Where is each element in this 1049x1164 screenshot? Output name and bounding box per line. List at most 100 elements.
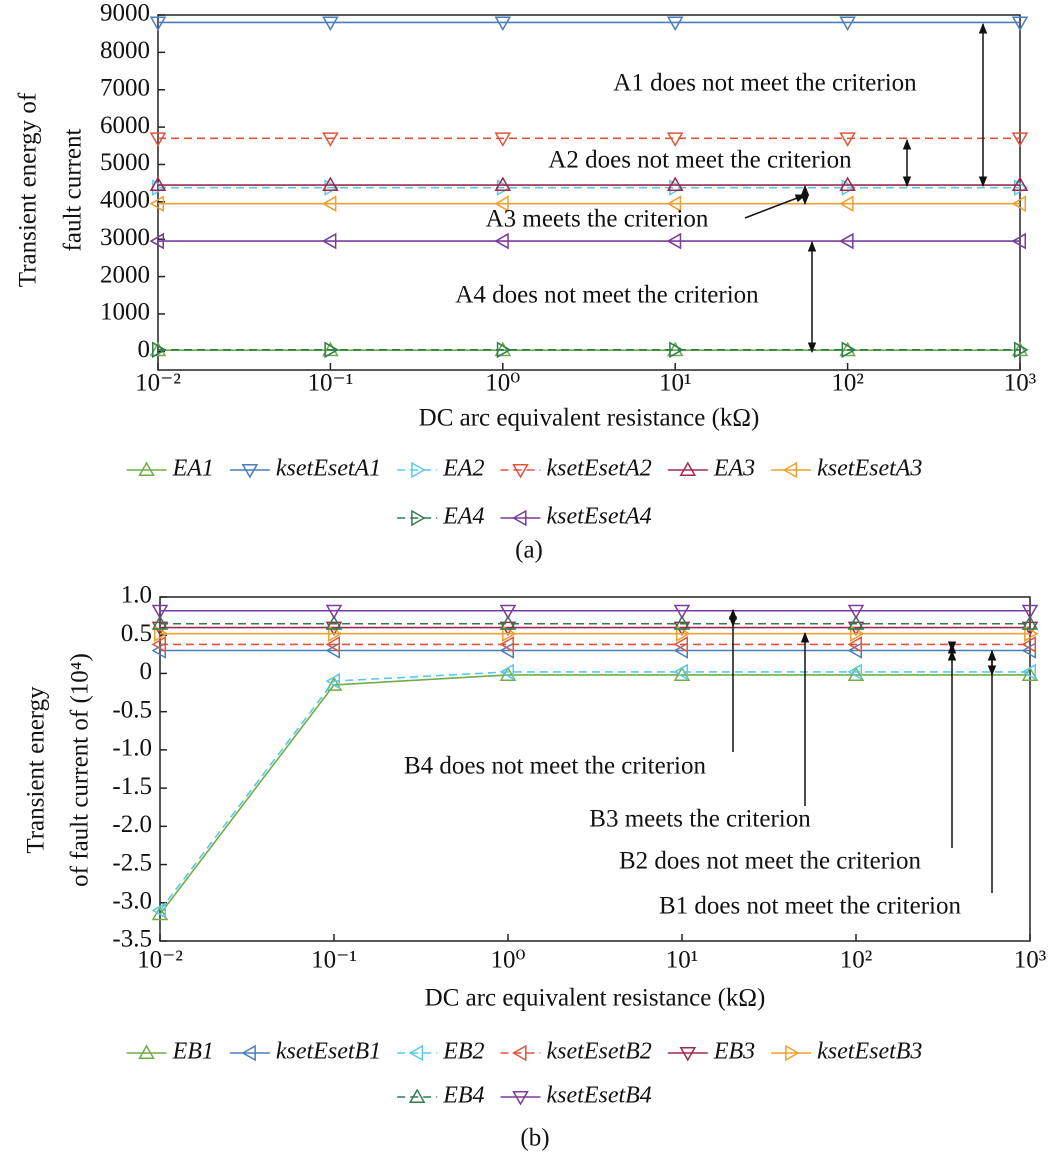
series-marker [152,341,167,359]
legend-marker [512,464,529,479]
legend-label: ksetEsetB1 [276,1039,381,1065]
legend-marker [138,461,155,476]
legend-label: EA1 [172,456,214,482]
legend-label: ksetEsetB4 [547,1083,652,1109]
series-marker [494,232,509,250]
legend-marker [679,461,697,476]
legend-row: EA4 ksetEsetA4 [397,504,652,530]
series-marker [151,615,169,630]
legend-label: EA3 [713,456,755,482]
annotation-arrow [744,194,806,219]
series-marker [676,625,691,642]
legend-marker [679,1047,697,1062]
series-marker [841,341,857,359]
legend-marker [241,464,259,479]
y-tick-label: 1000 [100,299,150,326]
x-tick-label: 10⁻² [137,947,183,974]
y-tick-label: -2.5 [112,849,152,876]
plot-frame [159,596,1031,942]
series-marker [325,604,343,620]
legend-marker [408,1088,426,1103]
legend-marker [408,1044,424,1062]
legend-label: EB4 [442,1083,484,1109]
plot-frame [157,14,1021,371]
caption: (b) [520,1125,549,1152]
legend-marker [512,509,527,527]
legend-marker [512,1091,529,1106]
series-marker [322,132,339,147]
series-marker [850,625,865,642]
x-tick-label: 10² [831,370,864,397]
annotation: A4 does not meet the criterion [455,282,759,309]
series-marker [325,636,340,653]
y-tick-label: 3000 [100,224,150,251]
series-marker [494,195,509,213]
series-marker [673,636,688,653]
series-marker [496,341,512,359]
series-marker [839,16,856,31]
annotation: B1 does not meet the criterion [659,893,962,920]
series-marker [847,636,862,653]
series-marker [847,615,865,630]
y-tick-label: 5000 [100,149,150,176]
series-marker [499,636,514,653]
series-marker [1014,341,1029,359]
series-marker [325,676,343,691]
annotation: B4 does not meet the criterion [404,753,707,780]
y-tick-label: 7000 [100,74,150,101]
legend-label: ksetEsetB3 [817,1039,922,1065]
series-marker [666,132,684,147]
legend-marker [785,1044,800,1062]
x-tick-label: 10¹ [666,947,699,974]
y-axis-label: Transient energy of [15,92,42,287]
series-marker [502,625,517,642]
legend-label: ksetEsetA2 [547,456,652,482]
series-marker [154,625,169,642]
x-tick-label: 10⁻¹ [311,947,357,974]
legend-label: EB2 [442,1039,484,1065]
series-marker [666,232,682,250]
series-marker [1011,195,1026,213]
legend-marker [782,461,798,479]
x-axis-label: DC arc equivalent resistance (kΩ) [419,405,760,432]
series-marker [324,341,339,359]
series-marker [499,663,514,681]
series-marker [322,176,339,192]
legend-label: ksetEsetB2 [547,1039,652,1065]
series-marker [151,905,169,921]
series-marker [1021,604,1039,620]
series-marker [151,902,166,919]
series-marker [673,615,691,630]
series-marker [669,341,684,359]
legend-label: ksetEsetA3 [817,456,922,482]
legend-marker [241,1044,256,1062]
series-marker [149,132,167,147]
y-tick-label: 1.0 [121,582,152,609]
y-tick-label: 2000 [100,261,150,288]
legend-label: EB1 [172,1039,214,1065]
y-tick-label: 0 [138,336,151,363]
series-marker [1011,16,1029,31]
series-line [159,671,1030,911]
series-marker [494,132,512,147]
series-marker [673,663,688,681]
legend-row: EA1 ksetEsetA1 EA2 ksetEsetA2 EA3 ksetEsetA3 [126,456,922,482]
series-marker [325,615,343,630]
legend-marker [411,509,426,527]
legend-label: ksetEsetA4 [547,504,652,530]
series-marker [149,176,167,192]
x-tick-label: 10⁰ [490,947,525,974]
y-axis-label: fault current [60,129,87,252]
y-tick-label: 6000 [100,112,150,139]
y-tick-label: 9000 [100,0,150,27]
series-marker [151,636,166,653]
y-tick-label: 0 [140,658,153,685]
annotation: A1 does not meet the criterion [613,70,917,97]
legend-label: EA2 [442,456,484,482]
series-marker [673,604,691,620]
x-tick-label: 10² [840,947,873,974]
series-marker [666,195,682,213]
legend-label: ksetEsetA1 [276,456,381,482]
y-tick-label: -1.0 [112,735,152,762]
